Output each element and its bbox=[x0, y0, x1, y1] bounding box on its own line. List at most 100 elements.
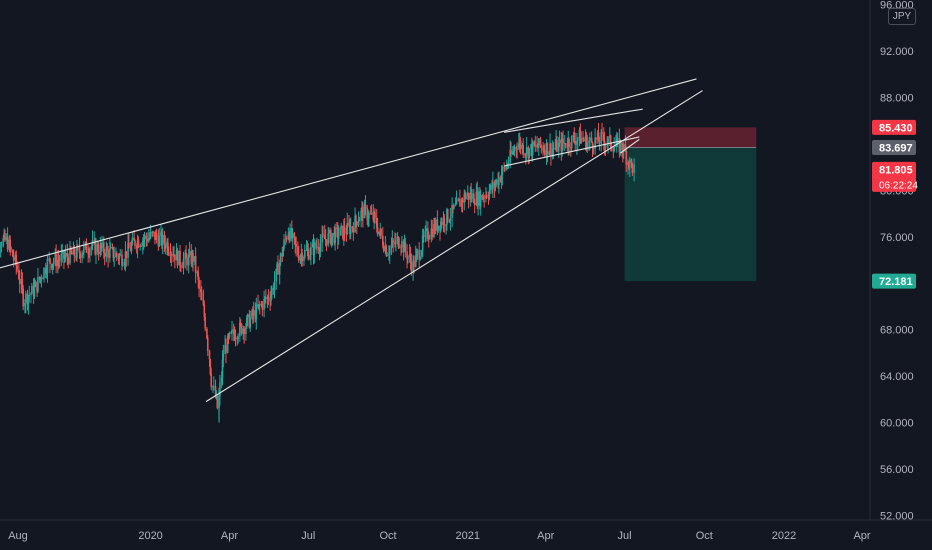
trendline[interactable] bbox=[619, 138, 640, 154]
currency-label[interactable]: JPY bbox=[888, 8, 916, 25]
trendline[interactable] bbox=[205, 90, 703, 403]
candle-body bbox=[576, 137, 579, 141]
candle-body bbox=[355, 215, 357, 222]
candle-body bbox=[190, 251, 193, 264]
x-tick-label: 2022 bbox=[772, 530, 796, 542]
candle-body bbox=[258, 304, 260, 307]
candle-body bbox=[252, 310, 255, 316]
candle-body bbox=[69, 247, 71, 264]
candle-body bbox=[586, 142, 589, 150]
candle-body bbox=[628, 162, 630, 168]
candle-body bbox=[129, 248, 132, 252]
candle-body bbox=[398, 246, 401, 248]
candle-body bbox=[621, 142, 623, 150]
candle-body bbox=[117, 256, 120, 260]
candle-body bbox=[220, 377, 223, 383]
price-tag[interactable] bbox=[872, 273, 916, 289]
candle-body bbox=[45, 273, 48, 275]
candle-body bbox=[270, 294, 272, 302]
candle-body bbox=[421, 250, 423, 257]
candle-body bbox=[82, 252, 84, 255]
candle-body bbox=[22, 288, 24, 307]
candle-body bbox=[400, 246, 402, 248]
candle-body bbox=[24, 303, 26, 307]
candle-body bbox=[596, 132, 599, 140]
candle-body bbox=[3, 233, 5, 239]
candle-body bbox=[531, 141, 534, 156]
trendline[interactable] bbox=[504, 108, 643, 133]
candle-body bbox=[622, 144, 625, 153]
candle-body bbox=[394, 242, 396, 245]
candle-body bbox=[527, 147, 530, 158]
candle-body bbox=[548, 151, 550, 155]
candle-body bbox=[528, 148, 531, 158]
candle-body bbox=[309, 255, 311, 260]
candle-body bbox=[315, 242, 317, 248]
candle-body bbox=[313, 242, 316, 256]
candle-body bbox=[50, 264, 53, 269]
candle-body bbox=[497, 179, 499, 186]
candle-body bbox=[152, 231, 154, 233]
candle-body bbox=[545, 142, 548, 156]
candle-body bbox=[470, 193, 472, 199]
candle-body bbox=[452, 205, 454, 209]
candle-body bbox=[291, 233, 294, 239]
candle-body bbox=[536, 144, 538, 148]
candle-body bbox=[291, 228, 293, 239]
trendline[interactable] bbox=[504, 136, 640, 167]
candle-body bbox=[453, 205, 455, 209]
candle-body bbox=[379, 228, 382, 232]
candle-body bbox=[591, 142, 594, 149]
candle-body bbox=[167, 242, 169, 252]
price-tag[interactable] bbox=[872, 161, 916, 192]
price-tag[interactable] bbox=[872, 119, 916, 135]
x-tick-label: Oct bbox=[379, 530, 396, 542]
candle-body bbox=[415, 252, 418, 256]
candle-body bbox=[141, 240, 144, 246]
candle-body bbox=[9, 239, 12, 248]
candle-body bbox=[489, 184, 492, 191]
candle-body bbox=[283, 239, 285, 249]
candle-body bbox=[130, 244, 133, 252]
candle-body bbox=[549, 143, 551, 152]
candle-body bbox=[174, 254, 176, 261]
candle-body bbox=[112, 247, 115, 259]
candle-body bbox=[26, 293, 29, 305]
candle-body bbox=[297, 255, 300, 261]
stop-loss-zone[interactable] bbox=[624, 127, 757, 148]
candle-body bbox=[24, 293, 27, 304]
candle-body bbox=[236, 337, 239, 340]
y-tick-label: 52.000 bbox=[880, 510, 914, 522]
candle-body bbox=[151, 231, 154, 233]
candle-body bbox=[109, 247, 112, 249]
candle-body bbox=[422, 235, 425, 237]
take-profit-zone[interactable] bbox=[624, 147, 757, 282]
candle-body bbox=[260, 304, 263, 306]
candle-body bbox=[391, 240, 394, 246]
candle-body bbox=[333, 233, 336, 244]
candle-body bbox=[95, 244, 97, 255]
x-tick-label: Aug bbox=[8, 530, 28, 542]
candle-body bbox=[242, 328, 245, 334]
trendline[interactable] bbox=[0, 78, 697, 269]
candle-body bbox=[603, 140, 606, 147]
candle-body bbox=[542, 146, 544, 151]
candle-body bbox=[330, 229, 332, 245]
candle-body bbox=[297, 246, 299, 256]
candle-body bbox=[550, 143, 552, 156]
candle-body bbox=[12, 256, 15, 261]
candle-body bbox=[521, 144, 524, 149]
candle-body bbox=[534, 144, 537, 146]
candle-body bbox=[589, 137, 591, 141]
candle-body bbox=[507, 162, 510, 166]
candle-body bbox=[604, 144, 607, 147]
candle-body bbox=[386, 255, 388, 257]
candle-body bbox=[530, 144, 532, 149]
candle-body bbox=[233, 334, 236, 340]
candle-body bbox=[158, 235, 161, 247]
candle-body bbox=[275, 268, 278, 282]
candle-body bbox=[255, 304, 258, 320]
candle-body bbox=[436, 219, 439, 231]
price-tag[interactable] bbox=[872, 139, 916, 155]
